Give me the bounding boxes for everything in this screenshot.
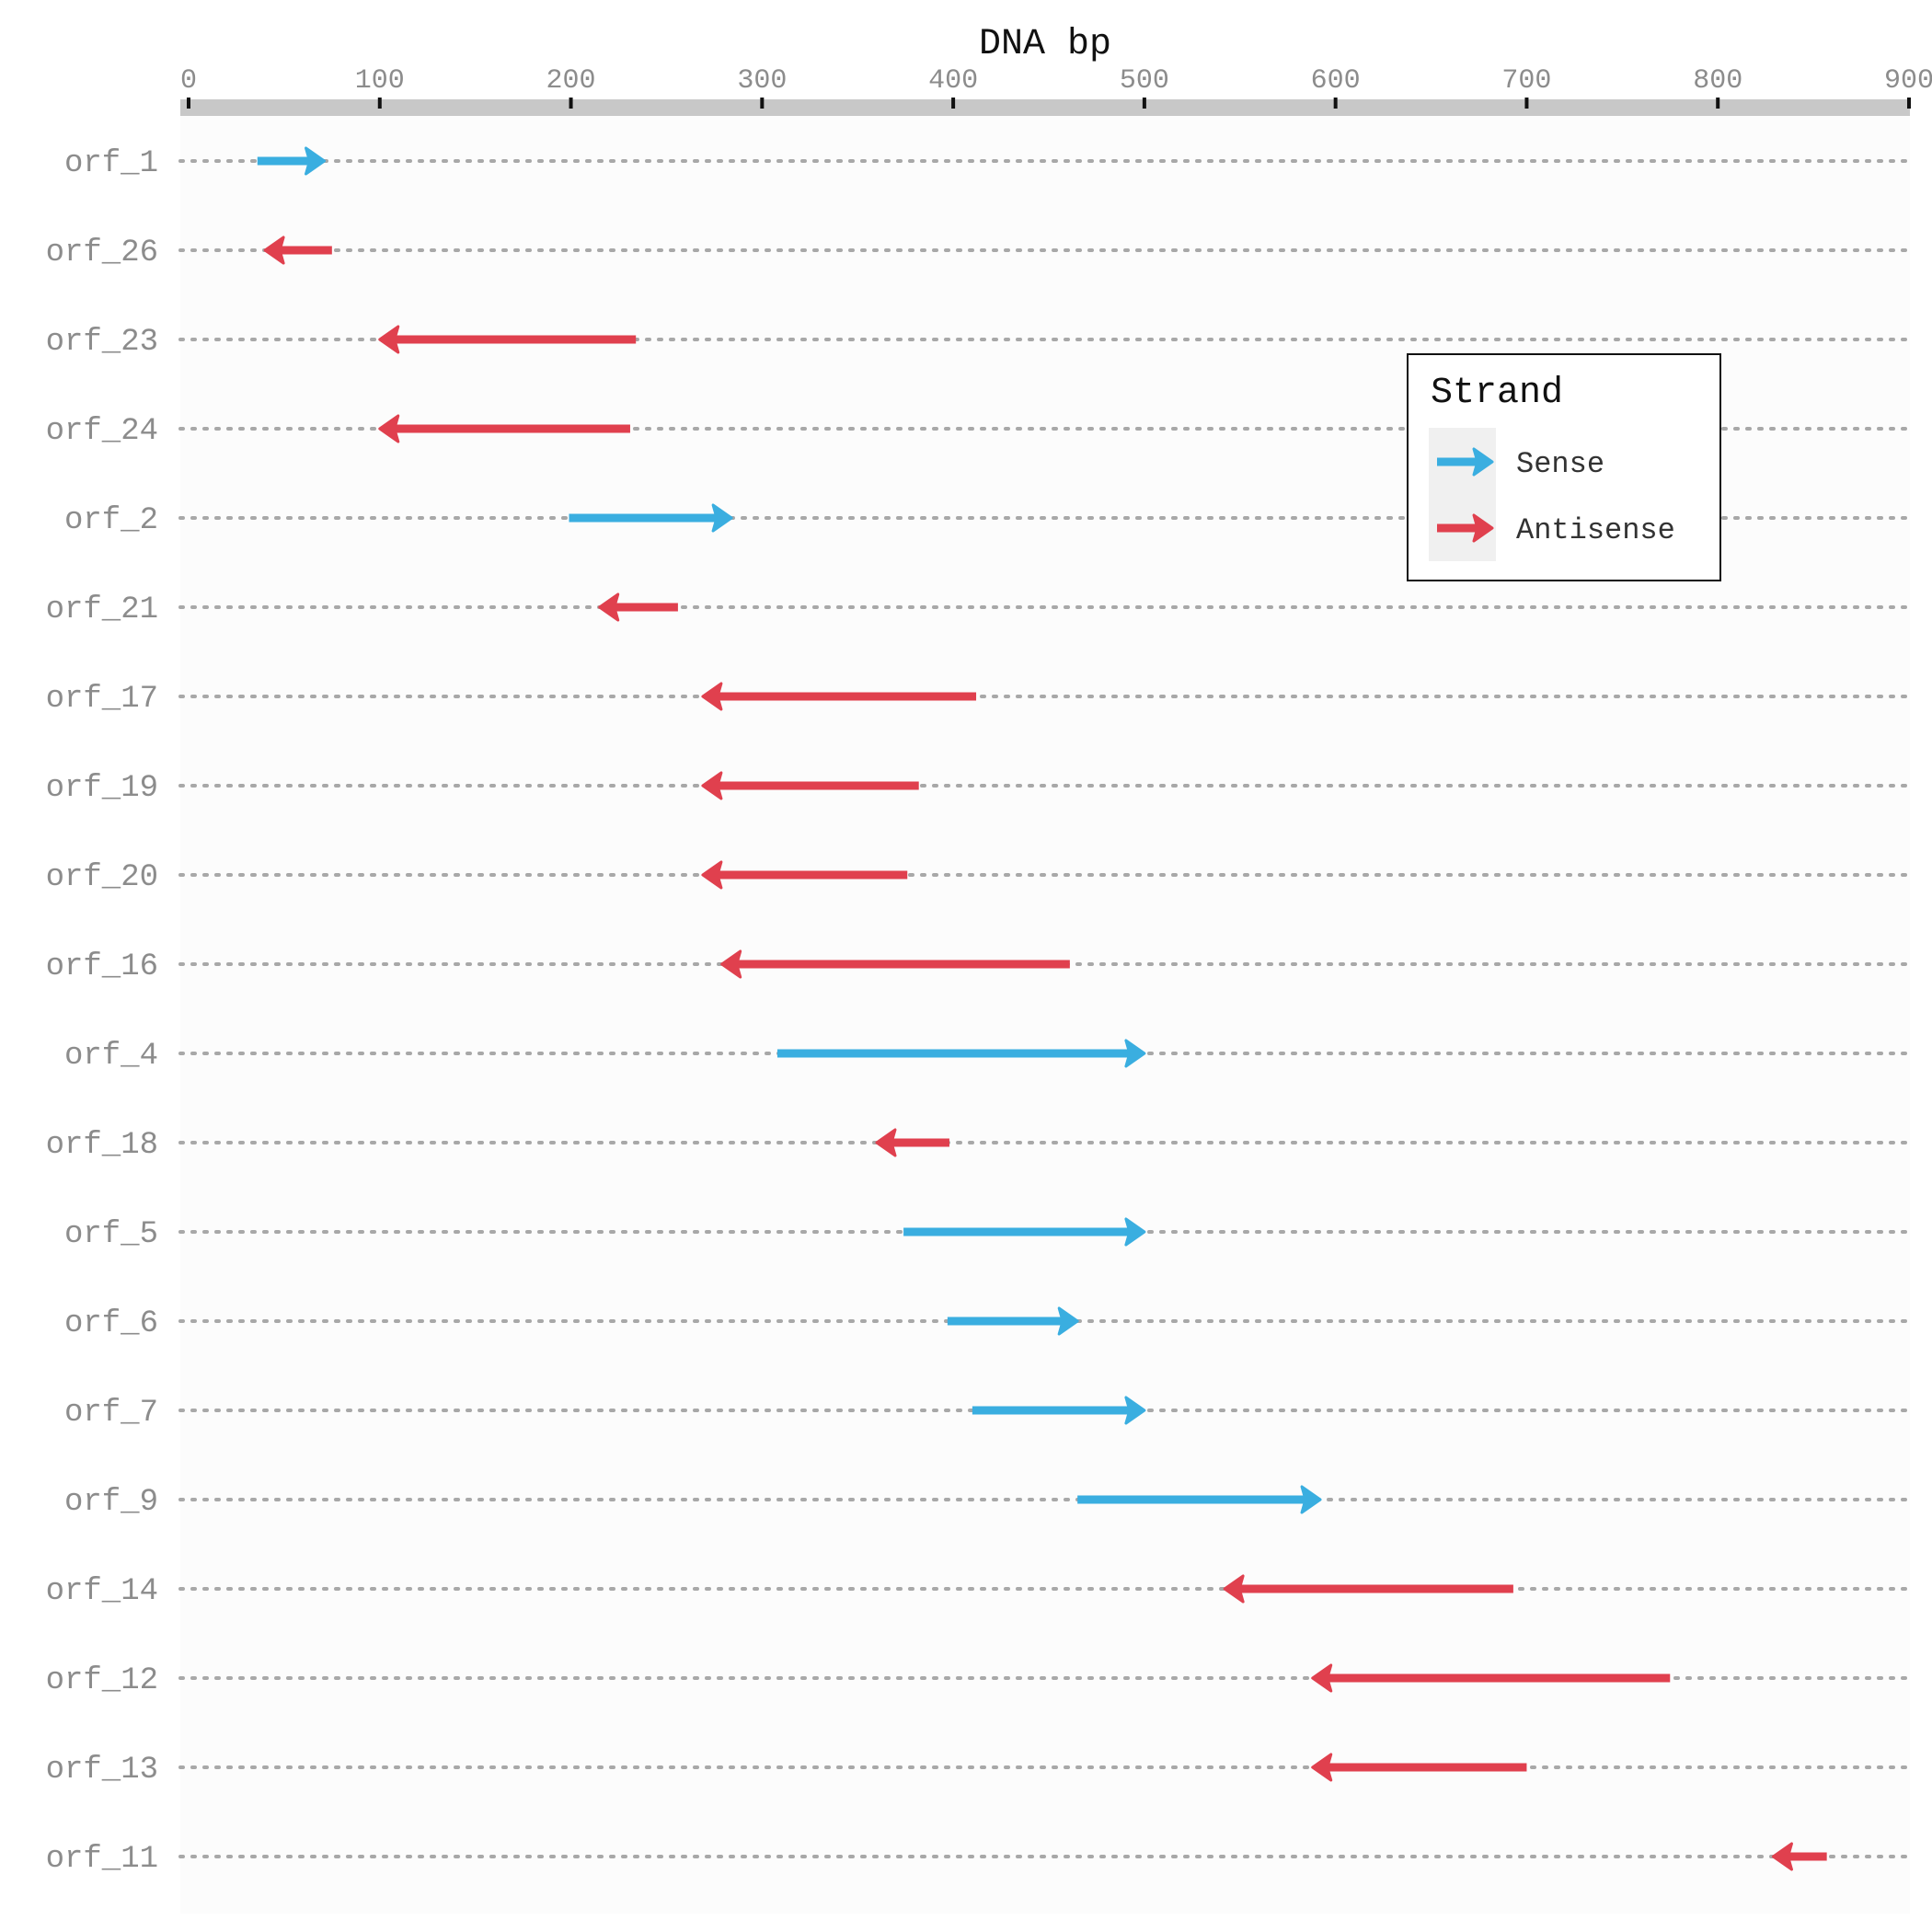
row-labels: orf_1 orf_26 orf_23 orf_24 orf_2 orf_21 orf_17… [46, 146, 158, 1877]
x-tick-label: 400 [928, 65, 978, 97]
x-tick-label: 0 [180, 65, 197, 97]
orf-arrow-orf-2 [569, 503, 733, 533]
orf-arrow-orf-7 [972, 1396, 1146, 1425]
x-tick-label: 700 [1501, 65, 1551, 97]
orf-arrows [257, 146, 1827, 1871]
orf-arrow-orf-17 [701, 682, 977, 711]
row-label: orf_16 [46, 949, 158, 984]
orf-arrow-orf-16 [720, 949, 1070, 979]
row-label: orf_19 [46, 771, 158, 806]
row-label: orf_14 [46, 1574, 158, 1609]
orf-arrow-orf-4 [776, 1039, 1146, 1068]
legend-key-sense-arrow-head [1472, 447, 1494, 477]
orf-arrow-orf-17-head [701, 682, 723, 711]
x-axis-ticks: 0 100 200 300 400 500 600 700 800 900 [180, 65, 1932, 109]
orf-arrow-orf-20-head [701, 860, 723, 890]
legend-title: Strand [1431, 373, 1563, 414]
orf-arrow-orf-4-head [1124, 1039, 1146, 1068]
row-label: orf_24 [46, 414, 158, 449]
row-label: orf_2 [64, 503, 158, 538]
orf-arrow-orf-6 [947, 1306, 1079, 1336]
row-label: orf_5 [64, 1217, 158, 1252]
x-tick-label: 800 [1693, 65, 1742, 97]
row-label: orf_4 [64, 1039, 158, 1074]
orf-arrow-orf-21 [598, 592, 678, 622]
orf-arrow-orf-11-head [1771, 1842, 1793, 1871]
row-label: orf_1 [64, 146, 158, 181]
row-label: orf_6 [64, 1306, 158, 1341]
orf-arrow-orf-1-head [305, 146, 327, 176]
x-axis-bar [180, 99, 1910, 116]
row-label: orf_13 [46, 1753, 158, 1788]
legend-key-sense-arrow [1437, 447, 1494, 477]
orf-arrow-orf-24-head [378, 414, 400, 443]
legend-keys [1437, 447, 1494, 543]
orf-arrow-orf-2-head [711, 503, 733, 533]
orf-arrow-orf-23-head [378, 325, 400, 354]
legend-label-antisense: Antisense [1516, 513, 1675, 547]
orf-arrow-orf-12-head [1311, 1663, 1333, 1693]
x-tick-label: 300 [737, 65, 787, 97]
legend-key-antisense-arrow [1437, 513, 1494, 543]
orf-arrow-orf-16-head [720, 949, 742, 979]
orf-arrow-orf-11 [1771, 1842, 1827, 1871]
row-label: orf_12 [46, 1663, 158, 1698]
orf-arrow-orf-13 [1311, 1753, 1527, 1782]
orf-arrow-orf-7-head [1124, 1396, 1146, 1425]
x-tick-label: 200 [546, 65, 596, 97]
orf-arrow-orf-9 [1077, 1485, 1322, 1514]
row-label: orf_20 [46, 860, 158, 895]
orf-arrow-orf-12 [1311, 1663, 1671, 1693]
x-axis: 0 100 200 300 400 500 600 700 800 900 DNA bp [180, 24, 1932, 116]
orf-arrow-orf-26-head [263, 236, 285, 265]
x-axis-title: DNA bp [979, 24, 1111, 65]
row-label: orf_21 [46, 592, 158, 627]
x-tick-label: 900 [1884, 65, 1932, 97]
legend-key-background [1429, 428, 1496, 561]
x-tick-label: 100 [355, 65, 405, 97]
orf-arrow-orf-5 [903, 1217, 1146, 1247]
row-label: orf_9 [64, 1485, 158, 1520]
orf-arrow-orf-9-head [1300, 1485, 1322, 1514]
orf-arrow-orf-13-head [1311, 1753, 1333, 1782]
orf-arrow-orf-19 [701, 771, 919, 800]
orf-arrow-orf-1 [257, 146, 327, 176]
legend-key-antisense-arrow-head [1472, 513, 1494, 543]
row-label: orf_11 [46, 1842, 158, 1877]
orf-arrow-orf-26 [263, 236, 332, 265]
orf-arrow-orf-20 [701, 860, 908, 890]
orf-arrow-orf-5-head [1124, 1217, 1146, 1247]
row-label: orf_23 [46, 325, 158, 360]
orf-arrow-orf-14-head [1223, 1574, 1245, 1604]
legend-label-sense: Sense [1516, 447, 1604, 481]
legend: Strand Sense Antisense [1407, 353, 1721, 581]
row-label: orf_17 [46, 682, 158, 717]
row-label: orf_26 [46, 236, 158, 270]
orf-arrow-orf-23 [378, 325, 637, 354]
orf-arrow-orf-14 [1223, 1574, 1513, 1604]
row-label: orf_7 [64, 1396, 158, 1431]
x-tick-label: 600 [1311, 65, 1361, 97]
orf-arrow-orf-24 [378, 414, 630, 443]
orf-arrow-orf-21-head [598, 592, 620, 622]
row-label: orf_18 [46, 1128, 158, 1163]
orf-arrow-orf-6-head [1057, 1306, 1079, 1336]
x-tick-label: 500 [1120, 65, 1169, 97]
orf-arrow-orf-19-head [701, 771, 723, 800]
orf-arrow-orf-18-head [875, 1128, 897, 1157]
orf-arrow-orf-18 [875, 1128, 949, 1157]
